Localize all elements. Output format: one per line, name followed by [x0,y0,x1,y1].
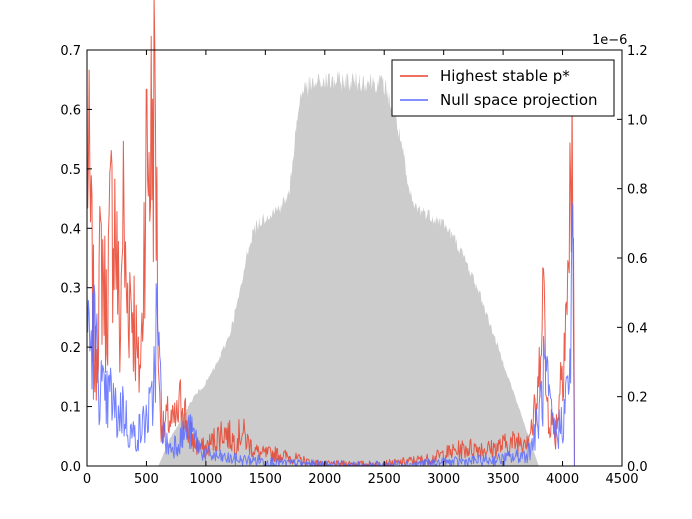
y-right-tick-label: 0.2 [627,391,648,406]
x-tick-label: 1500 [249,472,282,487]
plot-area [86,0,623,467]
x-tick-label: 2500 [368,472,401,487]
y-right-tick-label: 1.0 [627,113,648,128]
y-left-tick-label: 0.0 [60,460,81,475]
y-left-tick-label: 0.5 [60,163,81,178]
y-left-tick-label: 0.3 [60,282,81,297]
x-tick-label: 1000 [189,472,222,487]
legend: Highest stable p* Null space projection [391,59,615,117]
x-tick-label: 500 [134,472,159,487]
y-right-tick-label: 0.6 [627,252,648,267]
y-right-tick-label: 0.8 [627,183,648,198]
y-left-tick-label: 0.7 [60,44,81,59]
ticks [86,49,623,467]
y-left-tick-label: 0.6 [60,103,81,118]
y-right-offset-label: 1e−6 [592,33,627,48]
x-tick-label: 4500 [605,472,638,487]
legend-label-highest-stable: Highest stable p* [440,67,570,85]
y-left-tick-label: 0.2 [60,341,81,356]
area-layer [87,70,539,466]
y-left-tick-label: 0.4 [60,222,81,237]
y-right-tick-label: 0.0 [627,460,648,475]
y-right-tick-label: 1.2 [627,44,648,59]
x-tick-label: 0 [83,472,91,487]
x-tick-label: 4000 [546,472,579,487]
area-series [87,70,539,466]
legend-box [391,59,615,117]
tick-labels: 0 500 1000 1500 2000 2500 3000 3500 4000 45000.00… [60,44,647,487]
legend-label-null-space: Null space projection [440,91,598,109]
x-tick-label: 3500 [487,472,520,487]
y-left-tick-label: 0.1 [60,401,81,416]
x-tick-label: 2000 [308,472,341,487]
x-tick-label: 3000 [427,472,460,487]
y-right-tick-label: 0.4 [627,321,648,336]
